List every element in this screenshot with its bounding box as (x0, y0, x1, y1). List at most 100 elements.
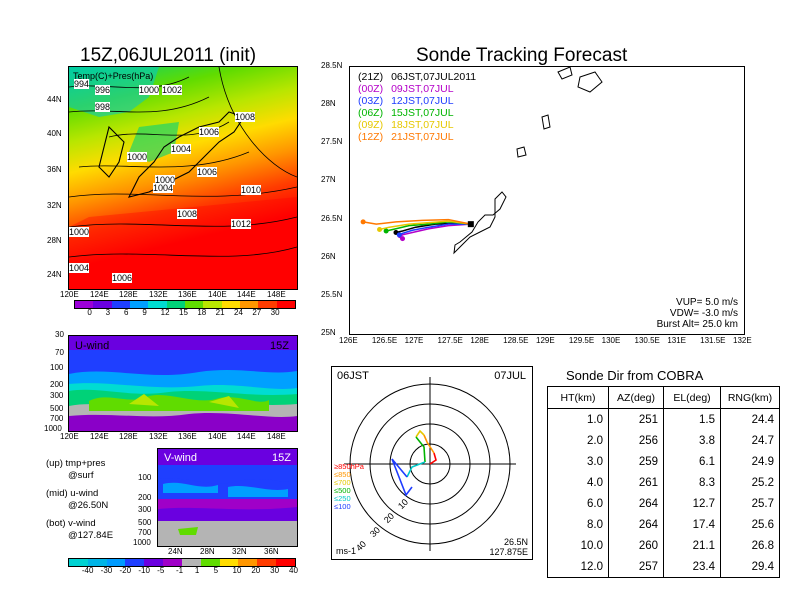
isobar-label: 1004 (153, 183, 174, 193)
colorbar-swatch (238, 559, 258, 566)
table-cell: 259 (608, 451, 664, 472)
table-cell: 251 (608, 408, 664, 430)
launch-site-marker (467, 221, 474, 228)
legend-time-code: (00Z) (358, 83, 384, 95)
tracking-legend-entry: (12Z) 21JST,07JUL (358, 131, 476, 143)
colorbar-tick: 6 (124, 308, 129, 317)
colorbar-swatch (219, 559, 239, 566)
colorbar-tick: -1 (176, 566, 184, 575)
temperature-pressure-field (69, 67, 297, 289)
lat-tick: 28N (200, 547, 215, 556)
lat-tick: 40N (47, 129, 62, 138)
isobar-label: 1006 (197, 167, 218, 177)
lat-tick: 26N (321, 251, 336, 261)
colorbar-swatch (125, 559, 145, 566)
table-cell: 3.0 (587, 455, 603, 468)
sonde-direction-table-box: HT(km) AZ(deg) EL(deg) RNG(km) 1.0 251 1.5 24.4… (547, 386, 780, 578)
legend-time-text: 21JST,07JUL (391, 131, 454, 143)
lat-tick: 28N (321, 99, 336, 109)
u-wind-time: 15Z (270, 340, 289, 352)
hodograph-level-legend: ≥850hPa ≤850 ≤700 ≤500 ≤250 ≤100 (334, 463, 364, 511)
lat-tick: 28.5N (321, 61, 343, 70)
u-wind-field (69, 336, 297, 431)
lon-tick: 126E (339, 336, 358, 345)
colorbar-tick: 30 (270, 566, 280, 575)
colorbar-tick: 0 (87, 308, 92, 317)
lon-tick: 127.5E (437, 336, 463, 345)
colorbar-swatch (75, 301, 94, 308)
pressure-tick: 1000 (133, 538, 151, 547)
colorbar-tick: 20 (251, 566, 261, 575)
colorbar-swatch (166, 301, 185, 308)
lon-tick: 132E (733, 336, 752, 345)
track-line (379, 220, 471, 231)
hodograph-lat: 26.5N (503, 537, 528, 547)
lon-tick: 148E (267, 432, 286, 441)
lon-tick: 126.5E (371, 336, 398, 345)
colorbar-tick: 9 (142, 308, 147, 317)
hodograph-time: 06JST (337, 370, 369, 382)
pressure-tick: 700 (50, 414, 64, 423)
pressure-tick: 700 (138, 528, 152, 537)
landing-point (360, 219, 366, 225)
tracking-legend-entry: (09Z) 18JST,07JUL (358, 119, 476, 131)
colorbar-tick: -20 (119, 566, 132, 575)
lon-tick: 128E (119, 432, 138, 441)
isobar-label: 1004 (171, 144, 192, 154)
lon-tick: 124E (90, 432, 109, 441)
landing-point (396, 232, 402, 238)
track-line (363, 218, 471, 225)
colorbar-tick: 21 (215, 308, 225, 317)
legend-time-text: 18JST,07JUL (391, 119, 454, 131)
v-wind-label: V-wind (164, 452, 198, 464)
pressure-tick: 100 (50, 363, 64, 372)
legend-note: (mid) u-wind @26.50N (46, 488, 113, 512)
table-cell: 8.0 (587, 518, 603, 531)
colorbar-swatch (111, 301, 130, 308)
column-header: AZ(deg) (608, 387, 664, 409)
legend-note-line: @26.50N (68, 500, 109, 511)
table-cell: 261 (608, 472, 664, 493)
legend-time-code: (21Z) (358, 71, 384, 83)
lon-tick: 129.5E (568, 336, 595, 345)
table-cell: 6.0 (587, 497, 603, 510)
lon-tick: 127E (404, 336, 424, 345)
lat-tick: 24N (47, 270, 62, 279)
tracking-legend: (21Z) 06JST,07JUL2011 (00Z) 09JST,07JUL (03Z… (358, 71, 476, 143)
table-title: Sonde Dir from COBRA (566, 368, 704, 383)
legend-note: (bot) v-wind @127.84E (46, 518, 113, 542)
colorbar-swatch (93, 301, 112, 308)
isobar-label: 1004 (69, 263, 90, 273)
table-row: 6.0 264 12.7 25.7 (548, 493, 779, 514)
landing-point (383, 228, 389, 234)
level-legend-entry: ≤250 (334, 494, 351, 503)
table-cell: 260 (608, 535, 664, 556)
lon-tick: 130.5E (634, 336, 660, 345)
pressure-tick: 300 (50, 391, 64, 400)
table-row: 4.0 261 8.3 25.2 (548, 472, 779, 493)
pressure-tick: 500 (138, 518, 152, 527)
level-legend-entry: ≤500 (334, 486, 351, 495)
table-cell: 8.3 (663, 472, 721, 493)
v-wind-cross-section: V-wind 15Z (157, 448, 298, 547)
hodograph-units: ms-1 (336, 546, 356, 556)
isobar-label: 1006 (199, 127, 220, 137)
lon-tick: 130E (601, 336, 621, 345)
colorbar-tick: 27 (252, 308, 262, 317)
pressure-tick: 70 (55, 348, 64, 357)
sonde-tracking-map: (21Z) 06JST,07JUL2011 (00Z) 09JST,07JUL (03Z… (349, 66, 745, 335)
lon-tick: 128E (470, 336, 490, 345)
table-cell: 264 (608, 514, 664, 535)
colorbar-tick: -5 (157, 566, 165, 575)
sonde-direction-table: HT(km) AZ(deg) EL(deg) RNG(km) 1.0 251 1.5 24.4… (548, 387, 779, 577)
table-cell: 1.5 (663, 408, 721, 430)
colorbar-swatch (129, 301, 149, 308)
legend-note-line: (up) tmp+pres (46, 458, 106, 469)
lat-tick: 36N (47, 165, 62, 174)
colorbar-tick: 1 (194, 566, 200, 575)
lon-tick: 129E (536, 336, 555, 345)
tracking-legend-entry: (00Z) 09JST,07JUL (358, 83, 476, 95)
lon-tick: 136E (178, 290, 197, 299)
table-cell: 24.9 (720, 451, 779, 472)
table-cell: 10.0 (580, 539, 603, 552)
